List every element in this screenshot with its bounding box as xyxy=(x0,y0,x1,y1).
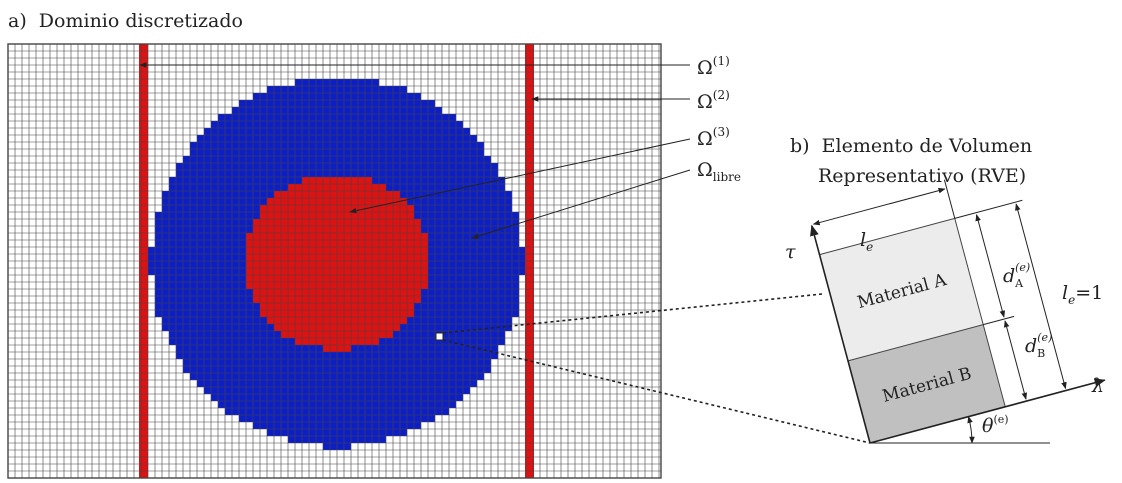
panel-b-title-line1: Elemento de Volumen xyxy=(822,135,1032,157)
dimension-extension-mid xyxy=(983,315,1015,326)
le-side-dimension-arrow xyxy=(1015,203,1067,390)
le-top-label: le xyxy=(860,229,873,254)
panel-b-title-line2: Representativo (RVE) xyxy=(818,165,1026,187)
tau-axis xyxy=(810,224,871,444)
le-dimension-arrow xyxy=(812,187,946,226)
panel-a-title-text: Dominio discretizado xyxy=(39,10,243,32)
lambda-label: λ xyxy=(1091,375,1104,397)
panel-b-title: b) Elemento de Volumen xyxy=(790,135,1032,157)
db-label: dB(e) xyxy=(1025,331,1052,360)
discretized-domain xyxy=(7,43,662,479)
db-dimension-arrow xyxy=(1003,320,1028,400)
material-interface xyxy=(847,324,984,362)
panel-b-letter: b) xyxy=(790,135,810,157)
material-a-region xyxy=(819,218,984,361)
da-label: dA(e) xyxy=(1003,261,1030,290)
rve-element: Material A Material B xyxy=(810,179,1106,444)
leader-omega3 xyxy=(349,138,691,214)
label-omega2: Ω(2) xyxy=(697,88,730,113)
panel-a: a) Dominio discretizado Ω(1) Ω(2) Ω(3) xyxy=(7,10,871,479)
dimension-extension-top xyxy=(954,199,1023,219)
label-omega-libre: Ωlibre xyxy=(697,159,741,184)
panel-a-title: a) Dominio discretizado xyxy=(8,10,243,32)
leader-omega-libre xyxy=(471,169,691,239)
le-extension-line xyxy=(943,179,956,219)
panel-b: b) Elemento de Volumen Representativo (R… xyxy=(785,135,1106,444)
domain-border xyxy=(7,43,662,479)
zoom-line-bottom xyxy=(442,339,871,444)
tau-label: τ xyxy=(785,241,796,263)
rve-highlight-cell xyxy=(435,332,444,341)
le-equals-one-label: le=1 xyxy=(1062,282,1103,307)
label-omega1: Ω(1) xyxy=(697,54,730,79)
material-b-region xyxy=(848,324,1006,443)
lambda-axis xyxy=(869,378,1106,444)
theta-angle-arc xyxy=(967,415,975,444)
panel-a-letter: a) xyxy=(8,10,27,32)
da-dimension-arrow xyxy=(975,213,1006,318)
label-omega3: Ω(3) xyxy=(697,125,730,150)
theta-label: θ(e) xyxy=(982,413,1009,437)
